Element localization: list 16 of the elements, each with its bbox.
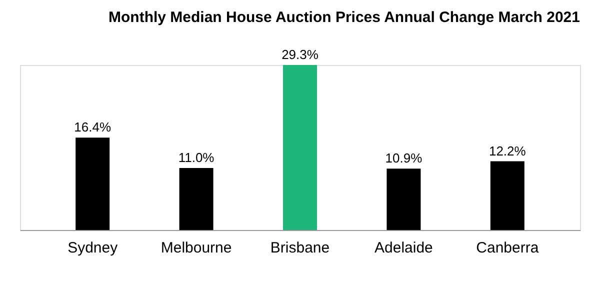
data-label: 29.3% xyxy=(282,47,319,62)
bar xyxy=(283,65,317,230)
x-tick-label: Canberra xyxy=(476,240,540,256)
data-label: 11.0% xyxy=(178,150,215,166)
data-label: 12.2% xyxy=(488,143,526,158)
bar xyxy=(76,138,110,230)
x-tick-label: Brisbane xyxy=(270,240,330,256)
bar xyxy=(386,168,421,230)
data-label: 16.4% xyxy=(74,120,112,135)
bar xyxy=(490,161,524,230)
data-label: 10.9% xyxy=(385,150,423,166)
x-tick-label: Melbourne xyxy=(160,240,232,256)
x-tick-label: Sydney xyxy=(68,240,118,256)
x-tick-label: Adelaide xyxy=(374,240,433,256)
bar xyxy=(179,168,214,230)
chart-title: Monthly Median House Auction Prices Annual Change March 2021 xyxy=(108,9,580,26)
